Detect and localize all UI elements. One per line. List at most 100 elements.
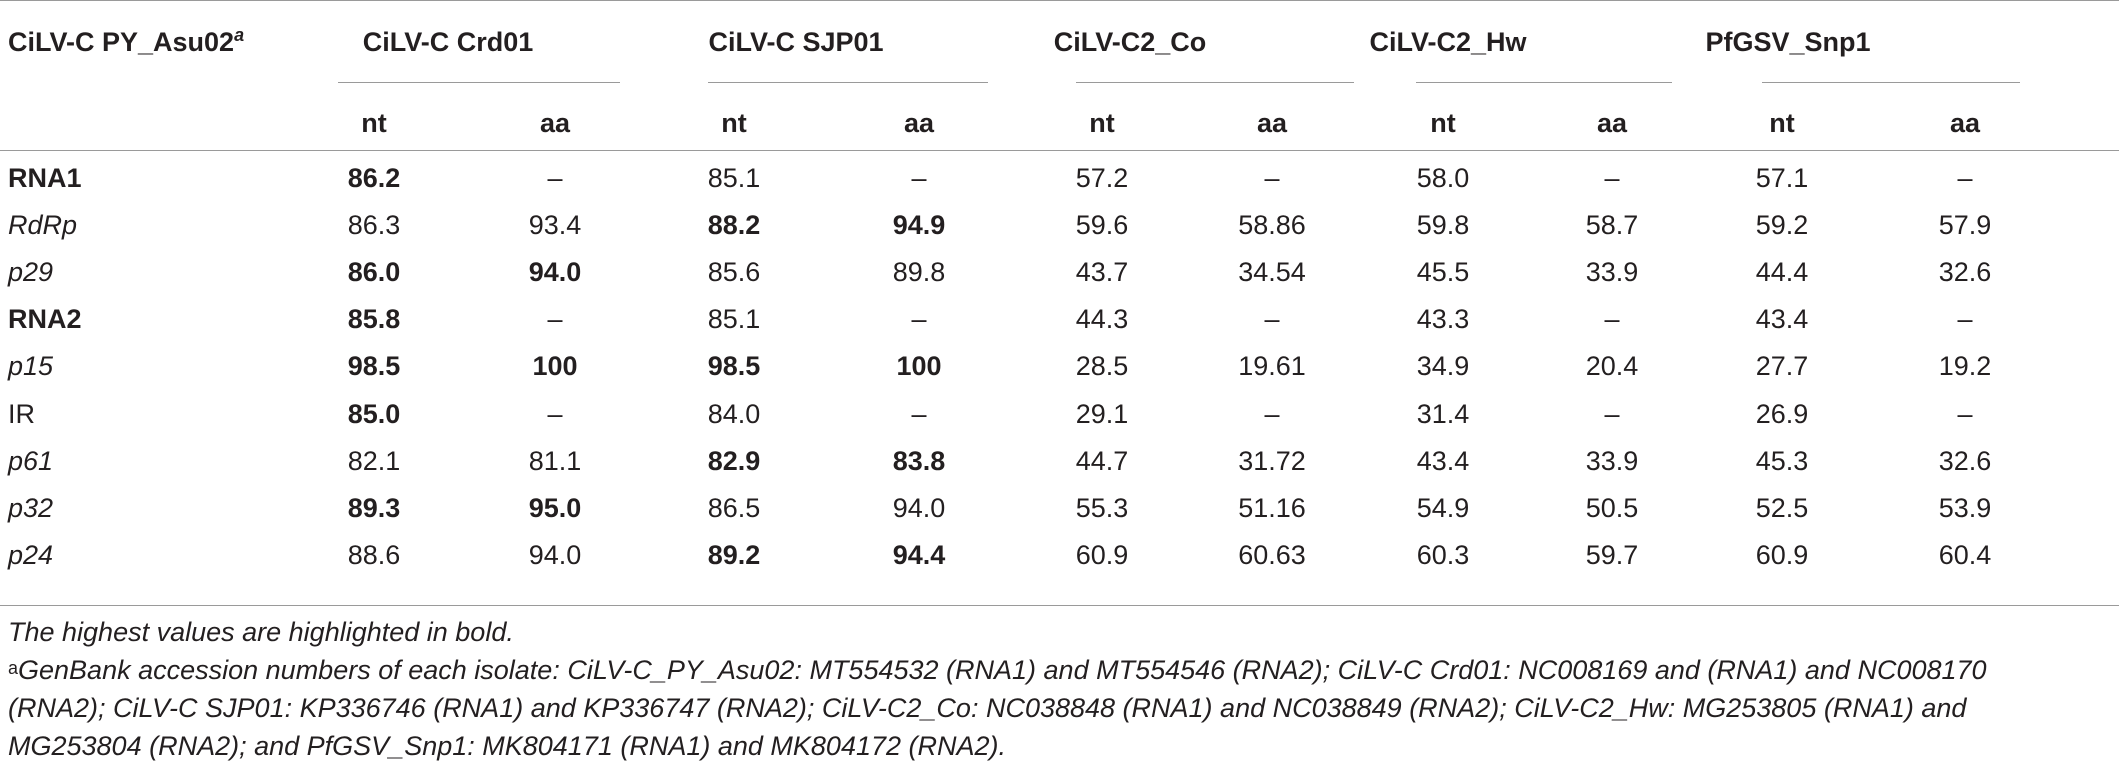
table-cell: 94.0: [528, 257, 582, 287]
table-cell: 60.3: [1416, 540, 1470, 570]
table-cell: 60.9: [1755, 540, 1809, 570]
table-cell: –: [1264, 163, 1280, 193]
table-cell: 32.6: [1938, 446, 1992, 476]
table-cell: 84.0: [707, 399, 761, 429]
table-cell: 34.9: [1416, 351, 1470, 381]
table-cell: 43.7: [1075, 257, 1129, 287]
table-cell: 58.7: [1585, 210, 1639, 240]
table-cell: 43.4: [1416, 446, 1470, 476]
subheader-aa-4: aa: [1949, 108, 1981, 138]
subheader-aa-0: aa: [539, 108, 571, 138]
table-cell: 19.2: [1938, 351, 1992, 381]
table-cell: –: [1957, 304, 1973, 334]
table-cell: –: [1957, 399, 1973, 429]
table-cell: 60.63: [1238, 540, 1306, 570]
table-cell: 58.0: [1416, 163, 1470, 193]
table-cell: –: [1264, 304, 1280, 334]
table-cell: 34.54: [1238, 257, 1306, 287]
table-cell: 88.2: [707, 210, 761, 240]
table-cell: 85.6: [707, 257, 761, 287]
table-cell: 32.6: [1938, 257, 1992, 287]
table-cell: 83.8: [892, 446, 946, 476]
table-cell: 94.4: [892, 540, 946, 570]
table-cell: 19.61: [1238, 351, 1306, 381]
table-cell: 88.6: [347, 540, 401, 570]
table-cell: 52.5: [1755, 493, 1809, 523]
subheader-aa-2: aa: [1256, 108, 1288, 138]
table-cell: 33.9: [1585, 446, 1639, 476]
table-cell: 100: [896, 351, 942, 381]
table-cell: –: [1604, 163, 1620, 193]
group-header-pfgsv: PfGSV_Snp1: [1705, 27, 1871, 57]
group-header-sjp01: CiLV-C SJP01: [708, 27, 884, 57]
table-cell: 89.8: [892, 257, 946, 287]
table-cell: 98.5: [347, 351, 401, 381]
footnote-accessions-line3: MG253804 (RNA2); and PfGSV_Snp1: MK80417…: [8, 731, 1007, 761]
table-cell: –: [1264, 399, 1280, 429]
subheader-aa-1: aa: [903, 108, 935, 138]
row-label: p15: [8, 351, 54, 381]
table-cell: 59.7: [1585, 540, 1639, 570]
table-cell: 60.4: [1938, 540, 1992, 570]
table-cell: 89.3: [347, 493, 401, 523]
table-cell: 60.9: [1075, 540, 1129, 570]
table-cell: –: [911, 399, 927, 429]
footnote-accessions-line2: (RNA2); CiLV-C SJP01: KP336746 (RNA1) an…: [8, 693, 1967, 723]
table-cell: –: [547, 399, 563, 429]
table-cell: 44.3: [1075, 304, 1129, 334]
table-cell: 53.9: [1938, 493, 1992, 523]
table-cell: 33.9: [1585, 257, 1639, 287]
table-cell: –: [1604, 304, 1620, 334]
group-header-crd01: CiLV-C Crd01: [362, 27, 534, 57]
table-cell: 85.1: [707, 304, 761, 334]
header-rule: [0, 150, 2119, 151]
table-cell: 44.4: [1755, 257, 1809, 287]
group-underline: [338, 82, 620, 83]
table-cell: 94.9: [892, 210, 946, 240]
group-underline: [1762, 82, 2020, 83]
table-cell: 86.5: [707, 493, 761, 523]
table-cell: 89.2: [707, 540, 761, 570]
table-cell: 45.5: [1416, 257, 1470, 287]
table-cell: 29.1: [1075, 399, 1129, 429]
table-cell: 94.0: [892, 493, 946, 523]
group-underline: [708, 82, 988, 83]
row-label: RdRp: [8, 210, 78, 240]
table-cell: 50.5: [1585, 493, 1639, 523]
subheader-nt-2: nt: [1089, 108, 1115, 138]
table-cell: 43.3: [1416, 304, 1470, 334]
table-cell: 28.5: [1075, 351, 1129, 381]
table-cell: 86.0: [347, 257, 401, 287]
table-cell: 31.4: [1416, 399, 1470, 429]
row-label: RNA1: [8, 163, 82, 193]
table-cell: 82.9: [707, 446, 761, 476]
table-cell: 82.1: [347, 446, 401, 476]
subheader-nt-3: nt: [1430, 108, 1456, 138]
table-cell: 85.8: [347, 304, 401, 334]
table-cell: 44.7: [1075, 446, 1129, 476]
row-label: p29: [8, 257, 54, 287]
table-cell: 100: [532, 351, 578, 381]
bottom-rule: [0, 605, 2119, 606]
table-cell: 54.9: [1416, 493, 1470, 523]
table-cell: 86.3: [347, 210, 401, 240]
table-cell: 43.4: [1755, 304, 1809, 334]
row-label: RNA2: [8, 304, 82, 334]
table-cell: 85.1: [707, 163, 761, 193]
table-cell: –: [547, 304, 563, 334]
group-header-c2-hw: CiLV-C2_Hw: [1369, 27, 1527, 57]
subheader-nt-0: nt: [361, 108, 387, 138]
table-cell: 26.9: [1755, 399, 1809, 429]
group-header-c2-co: CiLV-C2_Co: [1053, 27, 1207, 57]
table-cell: 45.3: [1755, 446, 1809, 476]
table-cell: 51.16: [1238, 493, 1306, 523]
row-label: p24: [8, 540, 54, 570]
table-cell: 86.2: [347, 163, 401, 193]
subheader-aa-3: aa: [1596, 108, 1628, 138]
subheader-nt-4: nt: [1769, 108, 1795, 138]
table-cell: 58.86: [1238, 210, 1306, 240]
footnote-accessions-line1: aGenBank accession numbers of each isola…: [8, 655, 1987, 685]
table-cell: –: [911, 163, 927, 193]
group-underline: [1076, 82, 1354, 83]
